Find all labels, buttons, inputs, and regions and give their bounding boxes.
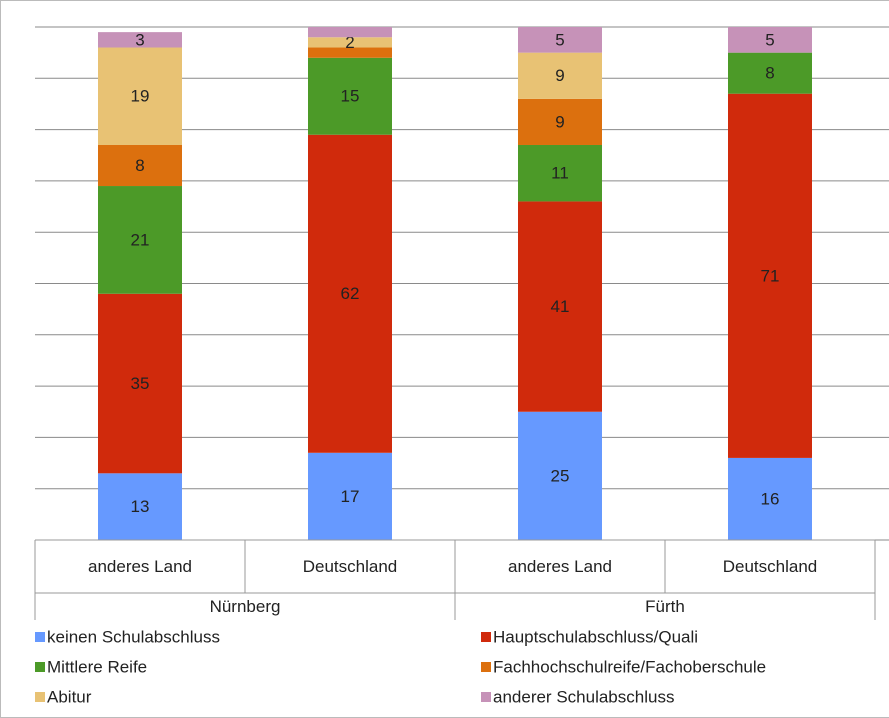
bar-segment: [728, 27, 812, 53]
bar-segment: [308, 452, 392, 540]
legend-swatch: [481, 662, 491, 672]
data-label: 5: [765, 30, 774, 49]
data-label: 11: [551, 164, 569, 183]
bar-segment: [98, 32, 182, 48]
bar-segment: [518, 144, 602, 202]
data-label: 21: [131, 230, 150, 249]
legend-label: Hauptschulabschluss/Quali: [493, 627, 698, 646]
legend-label: Mittlere Reife: [47, 657, 147, 676]
group-label: Fürth: [645, 597, 685, 616]
legend-swatch: [35, 662, 45, 672]
data-label: 9: [555, 112, 564, 131]
data-label: 3: [135, 30, 144, 49]
legend-label: keinen Schulabschluss: [47, 627, 220, 646]
bar-segment: [728, 52, 812, 94]
legend-swatch: [35, 632, 45, 642]
x-tick-label: Deutschland: [303, 557, 398, 576]
legend-label: Fachhochschulreife/Fachoberschule: [493, 657, 766, 676]
data-label: 8: [765, 64, 774, 83]
data-label: 17: [341, 487, 360, 506]
bar-segment: [518, 27, 602, 53]
bar-segment: [518, 52, 602, 99]
bar-segment: [308, 57, 392, 135]
bar-segment: [728, 457, 812, 540]
bar-segment: [98, 47, 182, 145]
data-label: 71: [761, 266, 780, 285]
data-label: 41: [551, 297, 570, 316]
data-label: 8: [135, 156, 144, 175]
data-label: 62: [341, 284, 360, 303]
legend-swatch: [35, 692, 45, 702]
bar-segment: [518, 98, 602, 145]
bar-segment: [308, 37, 392, 48]
data-label: 13: [131, 497, 150, 516]
data-label: 35: [131, 374, 150, 393]
data-label: 16: [761, 489, 780, 508]
group-label: Nürnberg: [210, 597, 281, 616]
bar-segment: [308, 47, 392, 58]
bar-segment: [518, 201, 602, 412]
x-tick-label: Deutschland: [723, 557, 818, 576]
bar-segment: [98, 144, 182, 187]
bar-segment: [98, 186, 182, 294]
data-label: 5: [555, 30, 564, 49]
legend-label: Abitur: [47, 687, 92, 706]
bar-segment: [308, 134, 392, 453]
data-label: 15: [341, 87, 360, 106]
legend-swatch: [481, 692, 491, 702]
bar-segment: [98, 293, 182, 474]
data-label: 25: [551, 466, 570, 485]
bar-segment: [518, 411, 602, 540]
data-label: 19: [131, 87, 150, 106]
legend-swatch: [481, 632, 491, 642]
data-label: 9: [555, 66, 564, 85]
bar-segment: [308, 27, 392, 38]
bar-segment: [98, 473, 182, 540]
x-tick-label: anderes Land: [508, 557, 612, 576]
x-tick-label: anderes Land: [88, 557, 192, 576]
legend-label: anderer Schulabschluss: [493, 687, 674, 706]
bar-segment: [728, 93, 812, 458]
data-label: 2: [345, 33, 354, 52]
